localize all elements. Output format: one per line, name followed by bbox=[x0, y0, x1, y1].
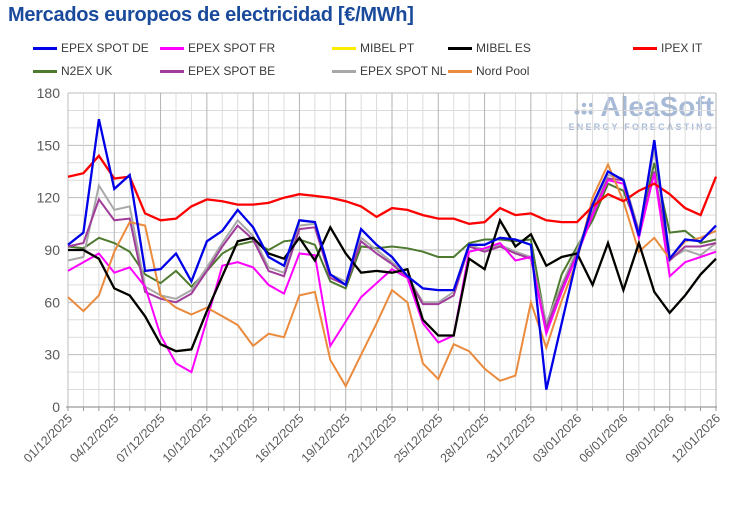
legend-item-epex-spot-fr: EPEX SPOT FR bbox=[160, 40, 275, 56]
x-tick-label: 13/12/2025 bbox=[206, 411, 260, 465]
legend-label: EPEX SPOT FR bbox=[188, 41, 276, 55]
chart-title: Mercados europeos de electricidad [€/MWh… bbox=[8, 4, 414, 26]
legend-swatch-icon bbox=[448, 46, 472, 50]
x-tick-label: 12/01/2026 bbox=[669, 411, 723, 465]
legend-swatch-icon bbox=[633, 46, 657, 50]
x-tick-label: 09/01/2026 bbox=[623, 411, 677, 465]
series-line-epex-spot-be bbox=[67, 171, 717, 332]
series-line-epex-spot-de bbox=[67, 118, 717, 390]
series-line-n2ex-uk bbox=[67, 162, 717, 328]
x-tick-label: 19/12/2025 bbox=[299, 411, 353, 465]
legend-label: MIBEL PT bbox=[360, 41, 415, 55]
watermark-brand-text: AleaSoft bbox=[600, 91, 714, 122]
x-tick-label: 06/01/2026 bbox=[576, 411, 630, 465]
aleasoft-watermark: AleaSoft ENERGY FORECASTING bbox=[569, 93, 714, 132]
y-tick-label: 180 bbox=[37, 85, 61, 101]
legend-swatch-icon bbox=[33, 46, 57, 50]
y-tick-label: 150 bbox=[37, 137, 61, 153]
legend-label: N2EX UK bbox=[61, 64, 113, 78]
legend-item-epex-spot-nl: EPEX SPOT NL bbox=[332, 63, 446, 79]
legend-label: EPEX SPOT BE bbox=[188, 64, 276, 78]
legend-label: EPEX SPOT DE bbox=[61, 41, 149, 55]
legend-item-nord-pool: Nord Pool bbox=[448, 63, 529, 79]
x-tick-label: 22/12/2025 bbox=[345, 411, 399, 465]
series-line-epex-spot-fr bbox=[67, 172, 717, 374]
x-tick-label: 04/12/2025 bbox=[67, 411, 121, 465]
legend-swatch-icon bbox=[448, 69, 472, 73]
legend-item-epex-spot-de: EPEX SPOT DE bbox=[33, 40, 149, 56]
legend-swatch-icon bbox=[33, 69, 57, 73]
series-line-mibel-es bbox=[68, 217, 717, 353]
legend-swatch-icon bbox=[160, 46, 184, 50]
y-tick-label: 90 bbox=[44, 242, 60, 258]
watermark-tagline-text: ENERGY FORECASTING bbox=[568, 122, 714, 132]
series-line-nord-pool bbox=[67, 162, 717, 389]
legend-item-ipex-it: IPEX IT bbox=[633, 40, 702, 56]
legend-label: IPEX IT bbox=[661, 41, 703, 55]
series-line-epex-spot-nl bbox=[67, 148, 717, 327]
legend-item-mibel-es: MIBEL ES bbox=[448, 40, 531, 56]
legend-swatch-icon bbox=[160, 69, 184, 73]
y-tick-label: 120 bbox=[37, 190, 61, 206]
legend-label: Nord Pool bbox=[476, 64, 530, 78]
x-tick-label: 03/01/2026 bbox=[530, 411, 584, 465]
x-tick-label: 01/12/2025 bbox=[21, 411, 75, 465]
x-tick-label: 28/12/2025 bbox=[438, 411, 492, 465]
legend-label: MIBEL ES bbox=[476, 41, 531, 55]
legend-item-epex-spot-be: EPEX SPOT BE bbox=[160, 63, 275, 79]
legend-item-n2ex-uk: N2EX UK bbox=[33, 63, 112, 79]
y-tick-label: 30 bbox=[44, 347, 60, 363]
legend-swatch-icon bbox=[332, 69, 356, 73]
chart-legend: EPEX SPOT DE EPEX SPOT FR MIBEL PT MIBEL ES… bbox=[0, 38, 730, 84]
legend-swatch-icon bbox=[332, 46, 356, 50]
y-tick-label: 60 bbox=[44, 294, 60, 310]
x-tick-label: 16/12/2025 bbox=[252, 411, 306, 465]
x-tick-label: 10/12/2025 bbox=[160, 411, 214, 465]
series-line-ipex-it bbox=[67, 153, 718, 225]
y-tick-label: 0 bbox=[52, 399, 60, 415]
legend-label: EPEX SPOT NL bbox=[360, 64, 447, 78]
x-tick-label: 07/12/2025 bbox=[114, 411, 168, 465]
x-tick-label: 25/12/2025 bbox=[391, 411, 445, 465]
x-tick-label: 31/12/2025 bbox=[484, 411, 538, 465]
legend-item-mibel-pt: MIBEL PT bbox=[332, 40, 414, 56]
